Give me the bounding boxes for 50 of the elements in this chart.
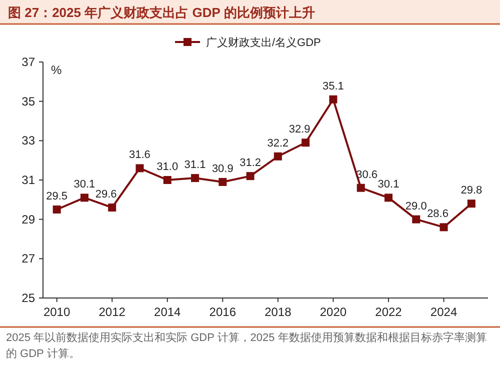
- x-tick-label: 2010: [43, 305, 70, 319]
- data-label: 32.2: [267, 137, 289, 150]
- x-tick-label: 2022: [375, 305, 402, 319]
- y-tick-label: 35: [22, 94, 36, 108]
- data-label: 29.6: [95, 188, 117, 201]
- legend-label: 广义财政支出/名义GDP: [206, 36, 321, 49]
- point: [108, 204, 116, 212]
- y-tick-label: 27: [22, 252, 36, 266]
- point: [246, 172, 254, 180]
- point: [191, 174, 200, 182]
- point: [302, 138, 310, 147]
- data-label: 31.6: [129, 149, 150, 162]
- point: [384, 194, 392, 202]
- point: [274, 152, 282, 160]
- x-tick-label: 2024: [430, 305, 458, 319]
- data-label: 29.0: [405, 200, 427, 212]
- y-tick-label: 37: [22, 55, 36, 69]
- point: [440, 223, 448, 232]
- point: [329, 95, 338, 104]
- y-tick-label: 31: [22, 173, 36, 187]
- data-label: 30.1: [74, 178, 96, 191]
- x-tick-label: 2016: [209, 305, 236, 319]
- point: [218, 178, 227, 186]
- data-label: 29.8: [460, 184, 482, 197]
- y-axis-title: %: [51, 63, 62, 77]
- point: [80, 194, 88, 202]
- point: [412, 215, 420, 224]
- y-tick-label: 29: [22, 212, 36, 226]
- data-label: 30.9: [212, 162, 234, 175]
- point: [52, 206, 61, 214]
- data-label: 35.1: [322, 80, 344, 92]
- data-label: 30.1: [378, 178, 400, 191]
- data-label: 31.2: [240, 157, 262, 170]
- point: [163, 176, 172, 184]
- data-label: 32.9: [288, 124, 310, 136]
- point: [467, 200, 476, 208]
- x-tick-label: 2020: [320, 305, 347, 319]
- x-tick-label: 2012: [98, 305, 126, 319]
- data-label: 28.6: [427, 208, 448, 220]
- y-tick-label: 25: [22, 291, 36, 305]
- y-tick-label: 33: [22, 134, 36, 148]
- point: [136, 164, 144, 172]
- data-label: 29.5: [46, 190, 68, 202]
- x-tick-label: 2014: [154, 305, 182, 319]
- data-label: 31.1: [184, 159, 206, 172]
- x-tick-label: 2018: [264, 305, 292, 319]
- text: 2025 年以前数据使用实际支出和实际 GDP 计算，2025 年数据使用预算数据和根据目标赤字率测算的 GDP 计算。: [6, 330, 488, 362]
- chart-title: 图 27：2025 年广义财政支出占 GDP 的比例预计上升: [8, 5, 315, 20]
- point: [356, 184, 365, 192]
- data-label: 31.0: [156, 161, 178, 173]
